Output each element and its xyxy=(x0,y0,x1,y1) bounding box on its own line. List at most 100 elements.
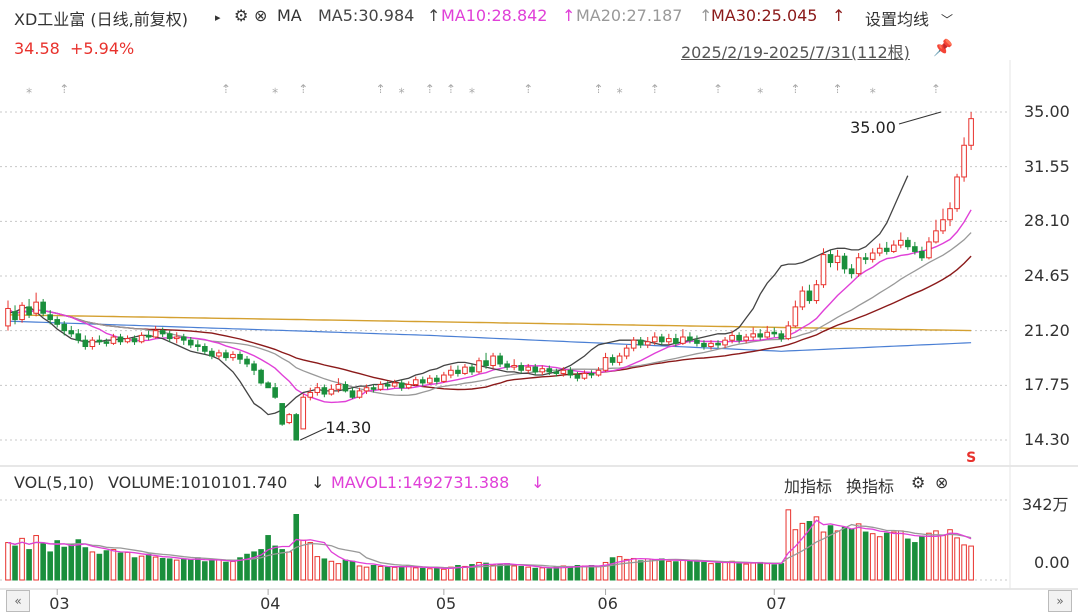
candle-body xyxy=(223,352,229,359)
volume-bar xyxy=(448,566,454,581)
candle-body xyxy=(588,372,595,376)
ma30-value: MA30:25.045 xyxy=(711,6,818,25)
volume-bar xyxy=(841,526,848,581)
volume-bar xyxy=(623,558,630,581)
volume-bar xyxy=(651,559,658,581)
ma20-arrow: ↑ xyxy=(699,6,713,25)
volume-bar xyxy=(26,549,32,581)
event-marker-icon: ⇡ xyxy=(298,82,308,96)
stock-title[interactable]: XD工业富 (日线,前复权) xyxy=(14,10,188,29)
candle-body xyxy=(307,391,314,398)
candle-body xyxy=(947,208,953,221)
candle-body xyxy=(827,254,834,264)
candle-body xyxy=(230,353,236,359)
candle-body xyxy=(820,254,827,286)
price-change: +5.94% xyxy=(70,39,135,58)
candle-body xyxy=(883,247,890,252)
candle-body xyxy=(623,347,630,357)
volume-bar xyxy=(834,530,841,581)
volume-bar xyxy=(314,556,321,581)
volume-bar xyxy=(912,542,918,581)
candle-body xyxy=(195,344,201,348)
candle-body xyxy=(574,374,581,379)
candle-body xyxy=(905,239,911,248)
candle-body xyxy=(504,363,510,368)
settings-ma-button[interactable]: 设置均线 xyxy=(865,10,930,29)
volume-bar xyxy=(103,550,110,581)
volume-bar xyxy=(195,557,201,581)
volume-bar xyxy=(602,561,609,581)
triangle-right-icon[interactable]: ▸ xyxy=(215,11,221,24)
pin-icon[interactable]: 📌 xyxy=(933,38,953,57)
candle-body xyxy=(448,369,454,376)
volume-bar xyxy=(82,547,89,581)
scroll-left-button[interactable]: « xyxy=(6,590,30,612)
volume-bar xyxy=(869,533,876,581)
volume-arrow: ↓ xyxy=(311,473,325,492)
candle-body xyxy=(33,301,39,314)
volume-bar xyxy=(595,565,602,581)
candle-body xyxy=(159,330,166,335)
volume-bar xyxy=(412,567,419,581)
volume-bar xyxy=(588,564,595,581)
volume-bar xyxy=(546,568,553,581)
candle-body xyxy=(778,333,785,340)
close-circle-icon[interactable]: ⊗ xyxy=(254,6,268,25)
volume-bar xyxy=(286,551,292,581)
candle-body xyxy=(813,284,820,302)
volume-bar xyxy=(377,565,384,581)
gear-icon[interactable]: ⚙ xyxy=(234,6,249,25)
scroll-right-button[interactable]: » xyxy=(1048,590,1072,612)
volume-bar xyxy=(694,560,700,581)
event-marker-icon: ⁎ xyxy=(272,82,278,96)
candle-body xyxy=(54,319,61,325)
candle-body xyxy=(216,352,222,357)
volume-bar xyxy=(54,540,61,581)
candle-body xyxy=(673,338,679,344)
volume-bar xyxy=(272,545,278,581)
candle-body xyxy=(5,307,11,327)
vol-ymax-label: 342万 xyxy=(1022,495,1069,514)
candle-body xyxy=(335,384,342,390)
switch-indicator-button[interactable]: 换指标 xyxy=(846,477,895,496)
close-circle-icon[interactable]: ⊗ xyxy=(935,473,949,492)
candle-body xyxy=(616,355,623,363)
candle-body xyxy=(546,368,553,373)
candle-body xyxy=(237,353,243,360)
sell-signal-icon: S xyxy=(966,450,976,466)
x-tick-label: 03 xyxy=(49,594,70,613)
volume-bar xyxy=(511,565,517,581)
volume-bar xyxy=(504,563,510,581)
candle-body xyxy=(251,363,257,371)
volume-bar xyxy=(124,551,131,581)
event-marker-icon: ⁎ xyxy=(26,82,32,96)
volume-bar xyxy=(110,549,117,581)
candle-body xyxy=(244,358,250,365)
candle-body xyxy=(511,365,517,368)
event-marker-icon: ⇡ xyxy=(446,82,456,96)
gear-icon[interactable]: ⚙ xyxy=(911,473,926,492)
volume-bar xyxy=(954,537,960,581)
volume-bar xyxy=(637,560,644,581)
date-range[interactable]: 2025/2/19-2025/7/31(112根) xyxy=(681,43,910,62)
volume-bar xyxy=(483,562,489,581)
candle-body xyxy=(609,357,616,363)
add-indicator-button[interactable]: 加指标 xyxy=(784,477,833,496)
candle-body xyxy=(349,390,356,398)
volume-bar xyxy=(307,542,314,581)
candle-body xyxy=(750,333,756,338)
chevron-down-icon[interactable]: ﹀ xyxy=(941,13,954,27)
volume-bar xyxy=(145,553,152,581)
ma10-value: MA10:28.842 xyxy=(441,6,548,25)
volume-bar xyxy=(666,560,672,581)
candle-body xyxy=(356,390,363,398)
volume-bar xyxy=(370,564,377,581)
volume-bar xyxy=(567,565,574,581)
event-marker-icon: ⇡ xyxy=(650,82,660,96)
volume-bar xyxy=(883,532,890,581)
candle-body xyxy=(637,339,644,346)
volume-bar xyxy=(680,559,686,581)
volume-bar xyxy=(356,565,363,581)
candle-body xyxy=(75,333,82,341)
